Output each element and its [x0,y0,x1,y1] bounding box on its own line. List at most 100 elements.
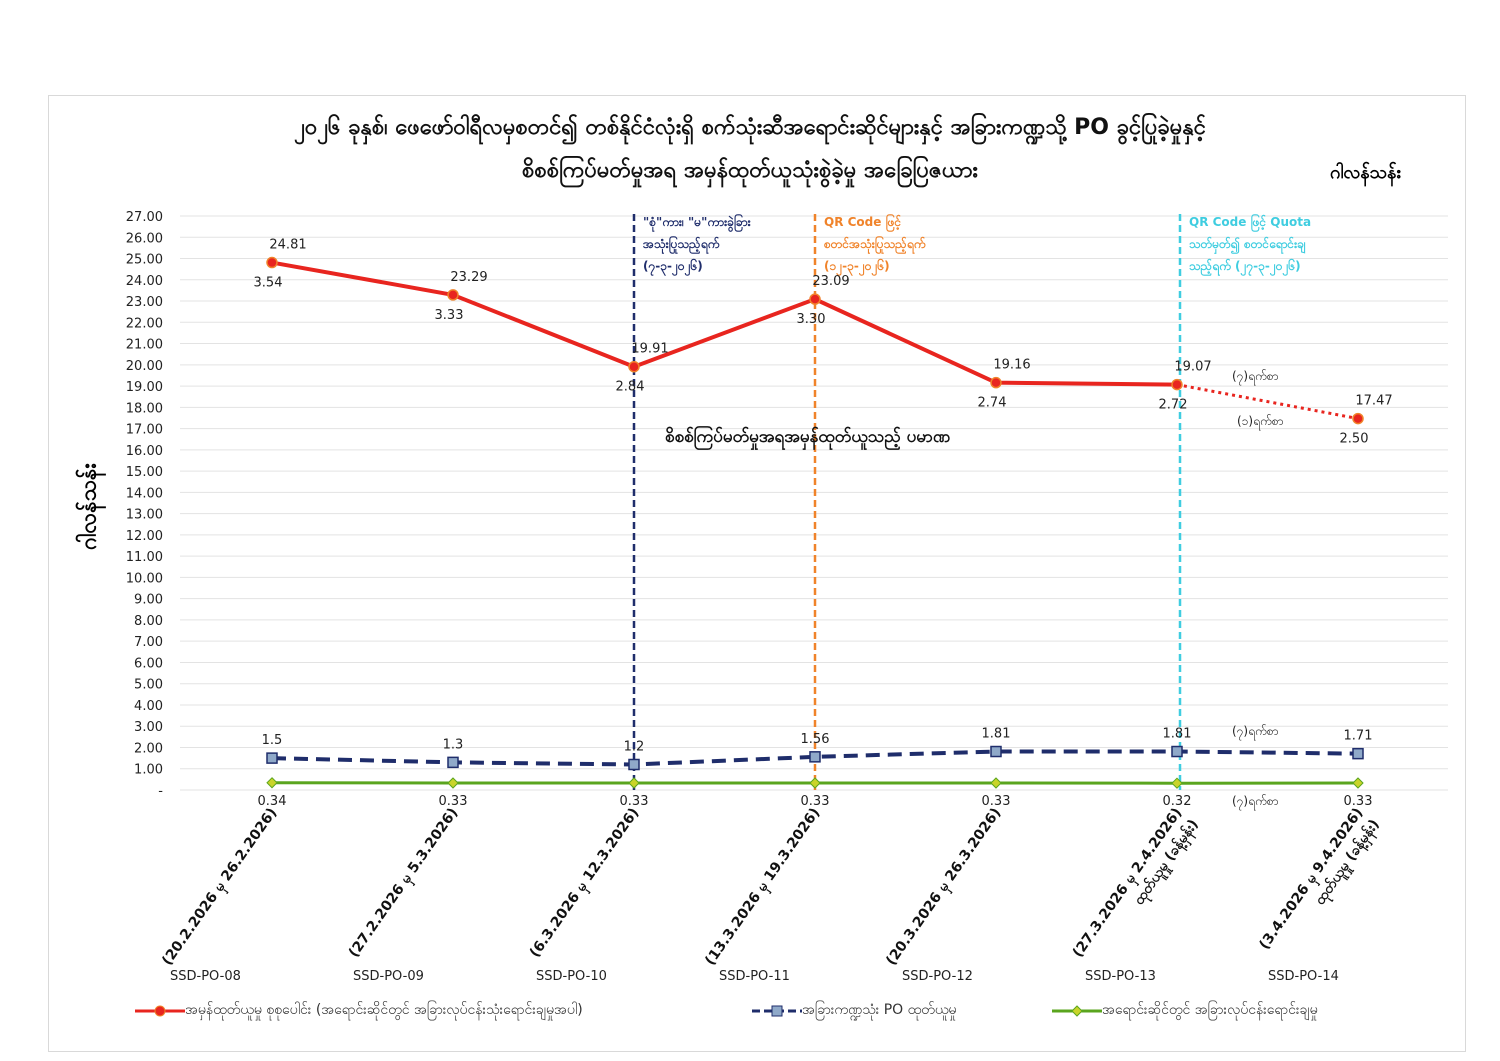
event-marker-label: "စုံ"ကား၊ "မ"ကားခွဲခြား [643,212,752,233]
data-point [628,758,640,771]
y-tick-label: 17.00 [126,423,163,438]
category-code: SSD-PO-10 [536,969,607,984]
data-point [809,293,821,305]
data-label: 24.81 [269,238,306,253]
data-label: 1.71 [1344,729,1373,744]
y-tick-label: 20.00 [126,359,163,374]
data-label-secondary: 3.54 [254,276,283,291]
data-label: 0.33 [801,794,830,809]
data-point [266,752,278,764]
data-point [1352,412,1364,425]
data-label: 0.33 [620,794,649,809]
data-label-secondary: 3.33 [435,308,464,323]
chart-title-line2: စိစစ်ကြပ်မတ်မှုအရ အမှန်ထုတ်ယူသုံးစွဲခဲ့မ… [522,158,978,183]
x-tick-label: (20.2.2026 မှ 26.2.2026) [159,805,283,970]
y-tick-label: 3.00 [134,720,163,735]
y-tick-label: 10.00 [126,571,163,586]
data-point [628,777,640,789]
y-tick-label: 24.00 [126,274,163,289]
series-line-projected [1176,383,1359,421]
category-code: SSD-PO-11 [719,969,790,984]
y-tick-label: 4.00 [134,699,163,714]
y-tick-label: 8.00 [134,614,163,629]
legend-item-po: အခြားကဏ္ဍသုံး PO ထုတ်ယူမှု [752,1000,956,1021]
category-code: SSD-PO-13 [1085,969,1156,984]
category-code: SSD-PO-12 [902,969,973,984]
middle-annotation: စိစစ်ကြပ်မတ်မှုအရအမှန်ထုတ်ယူသည့် ပမာဏ [665,424,951,451]
y-tick-label: 7.00 [134,635,163,650]
data-point [447,777,459,789]
data-point [809,751,821,763]
data-point [1171,777,1183,789]
data-point [990,777,1002,789]
event-marker-label: သည့်ရက် (၂၇-၃-၂၀၂၆) [1189,257,1301,277]
legend-label-po: အခြားကဏ္ဍသုံး PO ထုတ်ယူမှု [802,1002,957,1018]
event-marker-label: (၁၂-၃-၂၀၂၆) [824,257,890,277]
data-label: 1.2 [624,739,645,754]
y-tick-label: 21.00 [126,338,163,353]
data-label: 17.47 [1355,394,1392,409]
data-point [447,756,459,769]
x-tick-label: (20.3.2026 မှ 26.3.2026) [883,805,1007,970]
y-tick-label: 14.00 [126,486,163,501]
x-tick-label: (6.3.2026 မှ 12.3.2026) [527,805,645,962]
event-marker-label: သတ်မှတ်၍ စတင်ရောင်းချ [1189,235,1306,255]
chart-frame [48,95,1466,1052]
y-tick-label: 1.00 [134,763,163,778]
data-label: 1.81 [982,727,1011,742]
data-point [990,376,1002,389]
legend-label-total: အမှန်ထုတ်ယူမှု စုစုပေါင်း (အရောင်းဆိုင်တ… [185,1002,583,1018]
y-tick-label: 19.00 [126,380,163,395]
data-point [809,777,821,789]
x-tick-label: (27.2.2026 မှ 5.3.2026) [346,805,464,962]
y-tick-label: 26.00 [126,231,163,246]
y-tick-label: 11.00 [126,550,163,565]
data-point [1171,378,1183,391]
event-marker-label: (၇-၃-၂၀၂၆) [643,257,703,277]
category-code: SSD-PO-08 [170,969,241,984]
data-point [266,777,278,789]
event-marker-label: စတင်အသုံးပြုသည့်ရက် [823,234,926,255]
category-code: SSD-PO-14 [1268,969,1339,984]
y-tick-label: 9.00 [134,593,163,608]
y-tick-label: 18.00 [126,401,163,416]
x-tick-label: (27.3.2026 မှ 2.4.2026)ထုတ်ယူမှု (ခန့်မှ… [1070,805,1204,974]
data-label: 19.07 [1174,360,1211,375]
data-label: 19.91 [631,342,668,357]
legend-item-total: အမှန်ထုတ်ယူမှု စုစုပေါင်း (အရောင်းဆိုင်တ… [135,1000,583,1021]
y-tick-label: 13.00 [126,508,163,523]
data-point [447,289,459,301]
data-point [1171,745,1183,758]
legend-item-other: အရောင်းဆိုင်တွင် အခြားလုပ်ငန်းရောင်းချမှ… [1052,1000,1318,1021]
days-annotation: (၁)ရက်စာ [1237,413,1283,431]
data-label-secondary: 2.84 [616,380,645,395]
y-tick-label: 5.00 [134,678,163,693]
data-point [1352,747,1364,760]
data-label: 0.33 [439,794,468,809]
legend-label-other: အရောင်းဆိုင်တွင် အခြားလုပ်ငန်းရောင်းချမှ… [1102,1002,1318,1018]
data-label: 23.09 [812,274,849,289]
y-tick-label: 27.00 [126,210,163,225]
event-marker-label: အသုံးပြုသည့်ရက် [643,234,720,255]
y-tick-label: 23.00 [126,295,163,310]
y-tick-label: 15.00 [126,465,163,480]
data-label: 1.3 [443,737,464,752]
data-label-secondary: 2.72 [1159,398,1188,413]
y-tick-label: - [158,784,163,799]
data-label: 0.32 [1163,794,1192,809]
data-point [628,360,640,373]
data-label: 1.56 [801,732,830,747]
data-label: 0.34 [258,794,287,809]
series-line [271,260,1178,387]
data-label: 19.16 [993,358,1030,373]
data-label: 0.33 [982,794,1011,809]
y-tick-label: 6.00 [134,656,163,671]
y-tick-label: 22.00 [126,316,163,331]
y-tick-label: 16.00 [126,444,163,459]
data-label: 1.81 [1163,727,1192,742]
y-tick-label: 2.00 [134,741,163,756]
data-point [990,745,1002,758]
data-label: 1.5 [262,733,283,748]
data-point [1352,777,1364,789]
